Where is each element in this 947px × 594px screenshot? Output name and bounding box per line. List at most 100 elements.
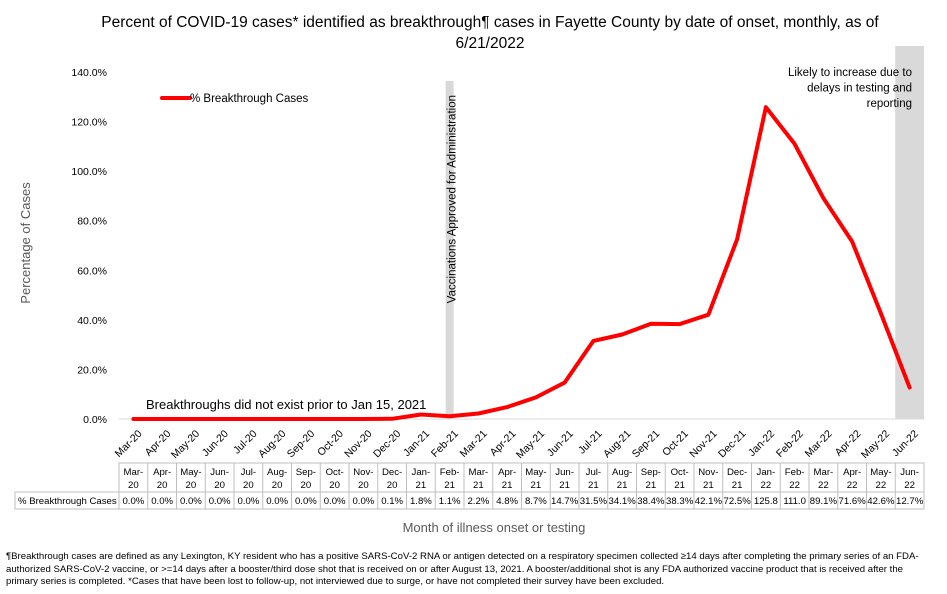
- x-tick-label: Apr-22: [833, 428, 864, 459]
- table-cell-value: 2.2%: [467, 496, 489, 507]
- y-tick-label: 0.0%: [83, 414, 107, 426]
- table-cell-value: 0.0%: [324, 496, 346, 507]
- table-cell-value: 71.6%: [839, 496, 867, 507]
- table-cell-value: 72.5%: [724, 496, 752, 507]
- chart-legend: % Breakthrough Cases: [160, 93, 309, 105]
- table-header-month: Jun-: [555, 467, 574, 478]
- table-header-year: 20: [387, 480, 398, 491]
- y-tick-label: 60.0%: [77, 265, 107, 277]
- table-header-month: Jun-: [210, 467, 229, 478]
- y-axis-tick-labels: 0.0% 20.0% 40.0% 60.0% 80.0% 100.0% 120.0% 140.…: [71, 67, 107, 426]
- table-cell-value: 0.0%: [295, 496, 317, 507]
- incomplete-data-note: delays in testing and: [807, 83, 912, 95]
- table-header-month: Apr-: [498, 467, 516, 478]
- table-header-year: 22: [847, 480, 858, 491]
- table-header-month: May-: [525, 467, 546, 478]
- shaded-region-incomplete-data: [895, 46, 924, 419]
- y-tick-label: 140.0%: [71, 67, 107, 79]
- y-tick-label: 120.0%: [71, 117, 107, 129]
- table-header-year: 22: [876, 480, 887, 491]
- table-header-month: May-: [870, 467, 891, 478]
- x-tick-label: Jun-22: [890, 428, 921, 459]
- x-tick-label: Nov-20: [342, 428, 375, 461]
- table-cell-value: 0.1%: [381, 496, 403, 507]
- table-cell-value: 0.0%: [352, 496, 374, 507]
- x-tick-label: Apr-20: [143, 428, 174, 459]
- table-header-month: Mar-: [124, 467, 144, 478]
- table-header-month: Oct-: [326, 467, 344, 478]
- incomplete-data-note: Likely to increase due to: [788, 67, 912, 79]
- table-header-month: Aug-: [267, 467, 287, 478]
- table-header-month: Nov-: [353, 467, 373, 478]
- table-header-month: Oct-: [671, 467, 689, 478]
- table-cell-value: 42.1%: [695, 496, 723, 507]
- incomplete-data-note: reporting: [867, 98, 912, 110]
- x-tick-label: Mar-20: [113, 428, 145, 460]
- table-cell-value: 0.0%: [209, 496, 231, 507]
- table-cell-value: 12.7%: [896, 496, 924, 507]
- table-header-year: 21: [703, 480, 714, 491]
- x-axis-title: Month of illness onset or testing: [403, 520, 586, 535]
- y-tick-label: 20.0%: [77, 364, 107, 376]
- table-header-year: 21: [674, 480, 685, 491]
- table-header-year: 22: [904, 480, 915, 491]
- table-header-month: Dec-: [382, 467, 402, 478]
- table-header-year: 20: [301, 480, 312, 491]
- table-cell-value: 0.0%: [266, 496, 288, 507]
- x-tick-label: Aug-21: [601, 428, 634, 461]
- table-header-year: 21: [646, 480, 657, 491]
- x-tick-label: May-21: [514, 428, 547, 461]
- x-tick-label: May-22: [859, 428, 892, 461]
- vaccine-approval-label: Vaccinations Approved for Administration: [447, 95, 459, 303]
- table-header-month: Aug-: [612, 467, 632, 478]
- chart-annotations: Breakthroughs did not exist prior to Jan…: [146, 67, 912, 412]
- x-tick-label: Mar-21: [458, 428, 490, 460]
- table-header-year: 21: [559, 480, 570, 491]
- table-header-year: 21: [617, 480, 628, 491]
- table-header-year: 21: [732, 480, 743, 491]
- series-line-group: [131, 105, 912, 421]
- table-header-month: Jul-: [241, 467, 256, 478]
- table-cell-value: 42.6%: [867, 496, 895, 507]
- table-cell-value: 34.1%: [609, 496, 637, 507]
- table-header-month: Jan-: [757, 467, 776, 478]
- x-tick-label: Dec-21: [716, 428, 749, 461]
- table-header-year: 20: [214, 480, 225, 491]
- table-cell-value: 0.0%: [151, 496, 173, 507]
- table-cell-value: 14.7%: [551, 496, 579, 507]
- table-header-year: 21: [531, 480, 542, 491]
- table-header-year: 22: [789, 480, 800, 491]
- table-header-year: 20: [128, 480, 139, 491]
- table-cell-value: 1.1%: [439, 496, 461, 507]
- table-header-month: Jun-: [900, 467, 919, 478]
- table-header-month: Jul-: [586, 467, 601, 478]
- table-cell-value: 4.8%: [496, 496, 518, 507]
- table-header-year: 20: [243, 480, 254, 491]
- x-tick-label: Sep-20: [285, 428, 318, 461]
- table-header-year: 21: [473, 480, 484, 491]
- footnote-line-2: authorized SARS-CoV-2 vaccine, or >=14 d…: [6, 563, 904, 575]
- table-header-month: Mar-: [814, 467, 834, 478]
- data-table: Mar- Apr- May- Jun- Jul- Aug- Sep- Oct- Nov- Dec-…: [14, 462, 925, 510]
- x-tick-label: Feb-21: [429, 428, 461, 460]
- table-header-month: May-: [180, 467, 201, 478]
- legend-label: % Breakthrough Cases: [190, 93, 309, 105]
- x-tick-label: Dec-20: [371, 428, 404, 461]
- y-tick-label: 100.0%: [71, 166, 107, 178]
- chart-title: Percent of COVID-19 cases* identified as…: [60, 12, 920, 54]
- table-header-year: 21: [588, 480, 599, 491]
- annotation-shading: [445, 46, 924, 419]
- footnote-line-3: primary series is completed. *Cases that…: [6, 576, 665, 587]
- table-header-month: Dec-: [727, 467, 747, 478]
- table-header-month: Feb-: [785, 467, 805, 478]
- x-tick-label: Jan-22: [746, 428, 777, 459]
- table-header-year: 20: [358, 480, 369, 491]
- table-header-year: 21: [502, 480, 513, 491]
- y-tick-label: 40.0%: [77, 315, 107, 327]
- table-row-label: % Breakthrough Cases: [18, 496, 117, 507]
- table-header-month: Sep-: [296, 467, 316, 478]
- x-tick-label: Oct-20: [315, 428, 346, 459]
- x-tick-label: Jan-21: [401, 428, 432, 459]
